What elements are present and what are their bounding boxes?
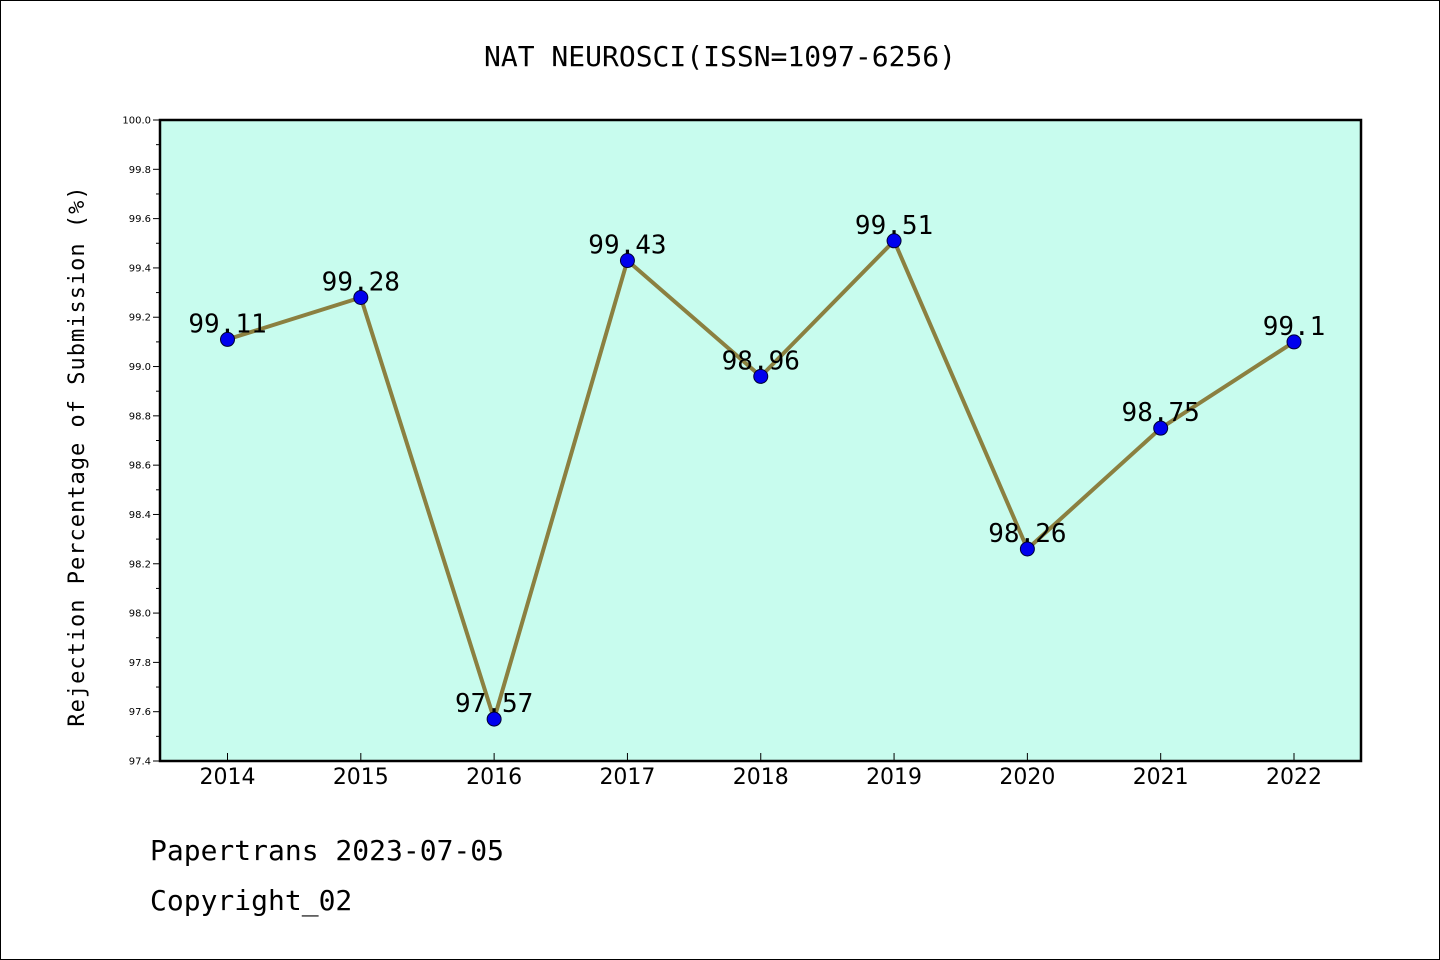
- y-tick-label: 99.0: [129, 362, 151, 373]
- data-point: [619, 253, 635, 269]
- y-axis-ticks: 97.4 97.6 97.8 98.0 98.2 98.4 98.6 98.8 99.0 99.2…: [122, 116, 160, 768]
- plot-area: [158, 118, 1363, 763]
- data-points: [220, 233, 1302, 727]
- footer-copyright: Copyright_02: [150, 884, 353, 917]
- footer-date: Papertrans 2023-07-05: [150, 834, 505, 867]
- data-label: 98.26: [988, 519, 1066, 549]
- y-tick-label: 100.0: [122, 116, 151, 127]
- data-labels: 99.11 99.28 97.57 99.43 98.96 99.51 98.26 98.75…: [188, 211, 1325, 719]
- x-tick-label: 2019: [866, 765, 922, 790]
- y-tick-label: 97.6: [129, 707, 151, 718]
- x-tick-label: 2015: [333, 765, 389, 790]
- x-tick-label: 2021: [1133, 765, 1189, 790]
- y-tick-label: 97.8: [129, 658, 151, 669]
- y-tick-label: 99.4: [129, 263, 151, 274]
- data-label: 99.28: [322, 268, 400, 298]
- data-point: [1019, 541, 1035, 557]
- data-label: 99.51: [855, 211, 933, 241]
- y-axis-label: Rejection Percentage of Submission (%): [65, 185, 90, 726]
- data-point: [220, 331, 235, 347]
- data-point: [1153, 420, 1169, 436]
- data-label: 99.1: [1263, 312, 1326, 342]
- y-tick-label: 98.0: [129, 609, 151, 620]
- data-point: [753, 368, 769, 384]
- y-tick-label: 98.4: [129, 510, 151, 521]
- y-tick-label: 98.8: [129, 411, 151, 422]
- data-label: 99.43: [588, 231, 666, 261]
- data-label: 99.11: [188, 309, 266, 339]
- x-tick-label: 2018: [733, 765, 789, 790]
- x-tick-label: 2014: [200, 765, 256, 790]
- y-tick-label: 99.6: [129, 214, 151, 225]
- y-tick-label: 98.6: [129, 461, 151, 472]
- x-tick-label: 2022: [1266, 765, 1322, 790]
- x-tick-label: 2016: [466, 765, 522, 790]
- x-axis-ticks: 2014 2015 2016 2017 2018 2019 2020 2021 2022: [200, 753, 1322, 790]
- data-point: [886, 233, 902, 249]
- data-label: 98.75: [1122, 398, 1200, 428]
- y-tick-label: 99.8: [129, 165, 151, 176]
- x-tick-label: 2020: [999, 765, 1055, 790]
- y-tick-label: 97.4: [129, 757, 151, 768]
- data-point: [353, 290, 369, 306]
- data-label: 97.57: [455, 689, 533, 719]
- data-point: [486, 711, 502, 727]
- y-tick-label: 98.2: [129, 559, 151, 570]
- chart-title: NAT NEUROSCI(ISSN=1097-6256): [484, 40, 956, 73]
- x-tick-label: 2017: [599, 765, 655, 790]
- data-label: 98.96: [722, 346, 800, 376]
- y-tick-label: 99.2: [129, 313, 151, 324]
- data-point: [1286, 334, 1302, 350]
